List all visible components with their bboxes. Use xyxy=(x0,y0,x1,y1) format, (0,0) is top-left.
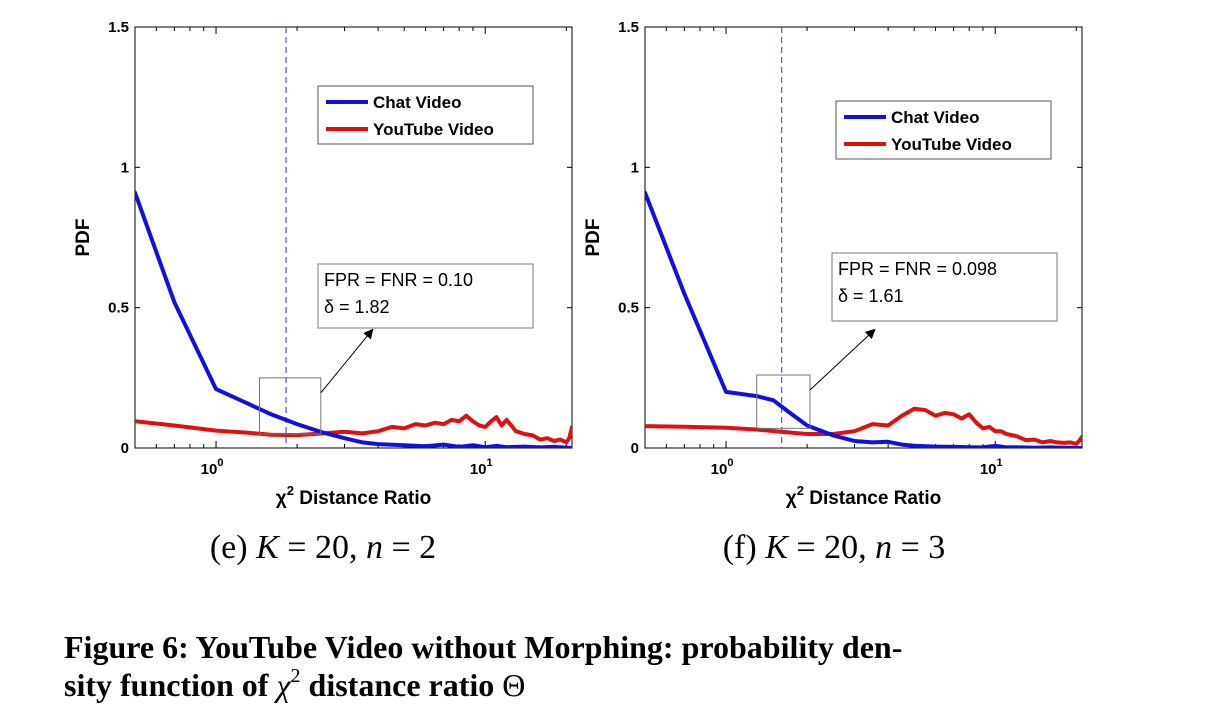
subcaption-param-value: = 20, xyxy=(279,529,366,566)
x-axis-title: χ2 Distance Ratio xyxy=(786,483,941,509)
y-tick-label: 1.5 xyxy=(618,19,639,36)
y-axis-title: PDF xyxy=(583,219,604,257)
subcaption-param-name: K xyxy=(764,529,790,566)
x-axis-chi-symbol: χ xyxy=(786,488,797,509)
annotation-box xyxy=(831,252,1058,322)
x-tick-exponent: 0 xyxy=(217,457,223,469)
x-tick-label: 100 xyxy=(201,457,224,478)
figure-caption-text-2: sity function of xyxy=(64,667,276,703)
figure-caption-text-3: distance ratio xyxy=(301,667,503,703)
x-axis-superscript: 2 xyxy=(797,483,804,498)
legend-box xyxy=(835,100,1052,160)
y-tick-label: 0 xyxy=(121,440,129,457)
legend-label-chat-video: Chat Video xyxy=(373,93,461,112)
subcaption-param-name: n xyxy=(366,529,383,566)
x-axis-superscript: 2 xyxy=(287,483,294,498)
x-tick-exponent: 0 xyxy=(727,457,733,469)
x-axis-label-text: Distance Ratio xyxy=(294,488,431,509)
figure-caption-text-1: YouTube Video without Morphing: probabil… xyxy=(196,629,903,665)
subcaption-param-value: = 3 xyxy=(892,529,945,566)
subcaption-param-value: = 2 xyxy=(383,529,436,566)
annotation-arrow xyxy=(809,328,876,391)
y-axis-title: PDF xyxy=(73,219,94,257)
series-line-chat-video xyxy=(135,190,572,448)
series-line-youtube-video xyxy=(645,406,1082,446)
x-axis-chi-symbol: χ xyxy=(276,488,287,509)
legend-label-youtube-video: YouTube Video xyxy=(891,135,1012,154)
annotation-delta: δ = 1.82 xyxy=(324,297,390,317)
zoom-box xyxy=(258,377,322,435)
subcaption-param-name: K xyxy=(255,529,281,566)
subcaption: (f) K = 20, n = 3 xyxy=(723,529,946,566)
x-axis-label-text: Distance Ratio xyxy=(804,488,941,509)
figure-caption: Figure 6: YouTube Video without Morphing… xyxy=(64,629,902,703)
x-tick-exponent: 1 xyxy=(487,457,493,469)
zoom-box xyxy=(756,374,811,429)
x-tick-base: 10 xyxy=(470,461,487,478)
x-axis-title: χ2 Distance Ratio xyxy=(276,483,431,509)
x-tick-label: 101 xyxy=(980,457,1003,478)
y-tick-label: 0.5 xyxy=(108,300,129,317)
x-tick-label: 101 xyxy=(470,457,493,478)
figure-caption-superscript: 2 xyxy=(291,665,301,687)
x-tick-base: 10 xyxy=(980,461,997,478)
figure-caption-theta-symbol: Θ xyxy=(502,667,525,703)
subcaption-param-value: = 20, xyxy=(788,529,875,566)
y-tick-label: 1.5 xyxy=(108,19,129,36)
x-tick-exponent: 1 xyxy=(997,457,1003,469)
figure-caption-line-2: sity function of χ2 distance ratio Θ xyxy=(64,665,525,703)
figure-caption-label: Figure 6: xyxy=(64,629,196,665)
subcaption-label: (f) xyxy=(723,529,765,566)
series-line-chat-video xyxy=(645,190,1082,448)
y-tick-label: 0.5 xyxy=(618,300,639,317)
series-group xyxy=(645,190,1082,448)
axes-frame xyxy=(644,26,1083,449)
annotation-error-rate: FPR = FNR = 0.10 xyxy=(324,270,473,290)
y-tick-label: 1 xyxy=(121,159,129,176)
x-tick-label: 100 xyxy=(711,457,734,478)
annotation-arrow xyxy=(320,328,374,394)
series-group xyxy=(135,190,572,448)
x-tick-base: 10 xyxy=(201,461,218,478)
annotation-delta: δ = 1.61 xyxy=(838,286,904,306)
annotation-box xyxy=(317,263,534,329)
subcaption-param-name: n xyxy=(875,529,892,566)
subcaption-label: (e) xyxy=(210,529,256,566)
subcaption: (e) K = 20, n = 2 xyxy=(210,529,436,566)
figure-caption-chi-symbol: χ xyxy=(273,667,291,703)
legend-box xyxy=(317,85,534,145)
x-tick-base: 10 xyxy=(711,461,728,478)
y-tick-label: 1 xyxy=(631,159,639,176)
annotation-error-rate: FPR = FNR = 0.098 xyxy=(838,259,997,279)
legend-label-chat-video: Chat Video xyxy=(891,108,979,127)
axes-frame xyxy=(134,26,573,449)
legend-label-youtube-video: YouTube Video xyxy=(373,120,494,139)
y-tick-label: 0 xyxy=(631,440,639,457)
figure-caption-line-1: Figure 6: YouTube Video without Morphing… xyxy=(64,629,902,665)
